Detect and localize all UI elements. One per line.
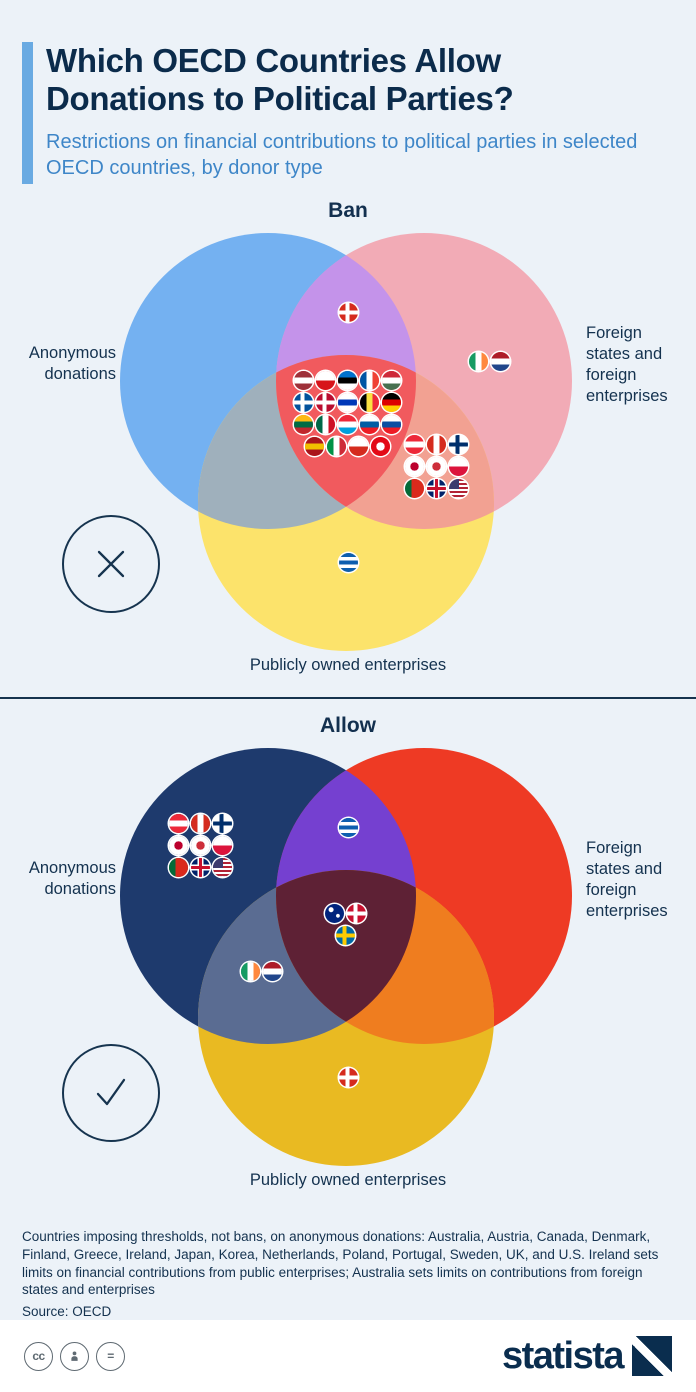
license-icons: cc = [24,1341,125,1371]
allow-heading: Allow [320,714,376,737]
flag-switzerland [338,1068,358,1087]
bottom-bar: cc = statista [0,1320,696,1392]
allow-flags-anonymous-only [166,814,234,877]
flag-netherlands [262,962,282,981]
flag-finland [212,814,232,833]
flag-iceland [293,393,313,412]
page-title: Which OECD Countries Allow Donations to … [46,42,514,118]
flag-united-states [212,858,232,877]
flag-chile [348,437,368,456]
flag-spain [304,437,324,456]
allow-flags-anonymous-and-public [238,962,284,981]
statista-logo-mark [632,1336,672,1376]
flag-poland [212,836,232,855]
ban-heading: Ban [328,199,368,222]
allow-venn-diagram: Anonymous donations Foreign states and f… [0,740,696,1212]
flag-united-kingdom [190,858,210,877]
title-accent-bar [22,42,33,184]
allow-flags-public-only [336,1068,360,1087]
flag-austria [404,435,424,454]
flag-czech-republic [315,371,335,390]
source-line: Source: OECD [22,1304,112,1320]
flag-mexico [315,415,335,434]
ban-flags-anonymous-and-foreign [336,303,360,322]
flag-united-states [448,479,468,498]
flag-israel [337,393,357,412]
flag-australia [324,904,344,923]
flag-norway [315,393,335,412]
flag-japan [168,836,188,855]
no-derivatives-icon[interactable]: = [96,1341,125,1371]
statista-wordmark: statista [501,1334,625,1377]
flag-canada [426,435,446,454]
allow-flags-anonymous-and-foreign [336,818,360,837]
allow-label-foreign-states: Foreign states and foreign enterprises [586,839,668,921]
allow-section: Allow Anonymous donations Foreign states… [0,714,696,1212]
flag-canada [190,814,210,833]
flag-netherlands [490,352,510,371]
ban-flags-all-three [286,371,408,456]
ban-label-publicly-owned: Publicly owned enterprises [249,656,447,674]
statista-logo[interactable]: statista [502,1335,672,1378]
ban-venn-diagram: Anonymous donations Foreign states and f… [0,225,696,697]
ban-x-icon [62,515,160,613]
flag-germany [381,393,401,412]
flag-france [359,371,379,390]
flag-slovenia [359,415,379,434]
allow-label-anonymous-donations: Anonymous donations [28,859,116,899]
ban-label-anonymous-donations: Anonymous donations [28,344,116,384]
ban-label-foreign-states: Foreign states and foreign enterprises [586,324,668,406]
flag-turkey [370,437,390,456]
flag-belgium [359,393,379,412]
allow-check-icon [62,1044,160,1142]
flag-greece [338,818,358,837]
flag-south-korea [190,836,210,855]
flag-greece [338,553,358,572]
allow-flags-all-three [322,904,368,945]
ban-flags-foreign-and-public [402,435,470,498]
flag-italy [326,437,346,456]
flag-united-kingdom [426,479,446,498]
allow-label-publicly-owned: Publicly owned enterprises [249,1171,447,1189]
flag-sweden [335,926,355,945]
flag-luxembourg [337,415,357,434]
page-subtitle: Restrictions on financial contributions … [46,130,638,179]
flag-south-korea [426,457,446,476]
flag-lithuania [293,415,313,434]
flag-austria [168,814,188,833]
flag-latvia [293,371,313,390]
ban-flags-public-only [336,553,360,572]
ban-section: Ban Anonymous donations Foreign states a… [0,199,696,697]
flag-hungary [381,371,401,390]
flag-denmark [346,904,366,923]
flag-japan [404,457,424,476]
header: Which OECD Countries Allow Donations to … [0,0,696,184]
flag-ireland [240,962,260,981]
creative-commons-icon[interactable]: cc [24,1341,53,1371]
flag-estonia [337,371,357,390]
attribution-icon[interactable] [60,1341,89,1371]
flag-finland [448,435,468,454]
ban-flags-foreign-only [466,352,512,371]
flag-poland [448,457,468,476]
flag-ireland [468,352,488,371]
flag-portugal [168,858,188,877]
flag-portugal [404,479,424,498]
flag-switzerland [338,303,358,322]
footnote: Countries imposing thresholds, not bans,… [22,1229,659,1298]
section-divider [0,697,696,699]
flag-slovakia [381,415,401,434]
